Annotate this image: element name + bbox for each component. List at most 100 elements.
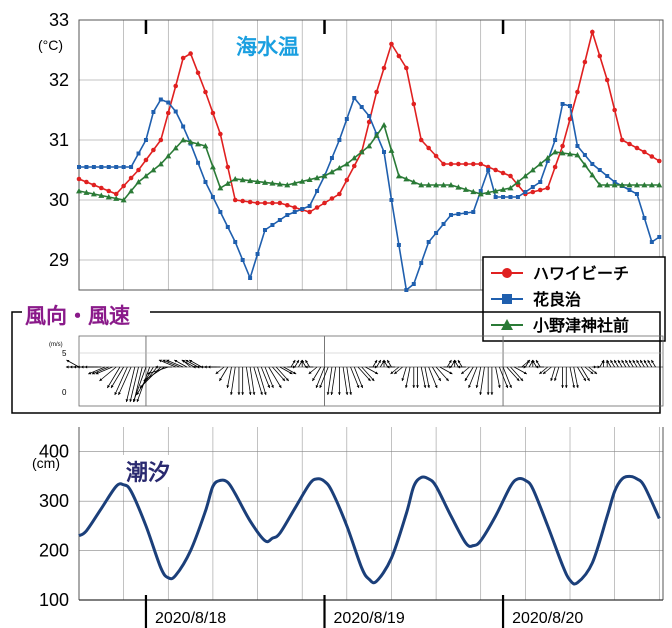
wind-arrow-head bbox=[390, 371, 394, 374]
temp-point-1 bbox=[270, 223, 275, 227]
temp-title: 海水温 bbox=[236, 35, 299, 59]
wind-arrow-head bbox=[147, 371, 151, 375]
wind-arrow-head bbox=[438, 378, 441, 381]
temp-point-1 bbox=[434, 231, 439, 235]
wind-arrow bbox=[257, 366, 267, 396]
temp-point-0 bbox=[143, 157, 149, 163]
temp-point-2 bbox=[195, 141, 202, 147]
wind-arrow bbox=[331, 366, 337, 396]
temp-point-1 bbox=[196, 160, 201, 165]
wind-arrow-head bbox=[434, 385, 438, 388]
temp-point-2 bbox=[619, 182, 626, 188]
temp-point-0 bbox=[448, 161, 454, 167]
temp-point-2 bbox=[403, 176, 410, 182]
wind-arrow-head bbox=[509, 385, 512, 388]
wind-arrow-head bbox=[516, 378, 520, 381]
wind-unit-label: (m/s) bbox=[49, 342, 63, 348]
temp-point-0 bbox=[232, 197, 238, 203]
temp-point-0 bbox=[158, 137, 164, 143]
tide-date-label: 2020/8/19 bbox=[334, 610, 405, 627]
wind-arrow bbox=[106, 366, 121, 389]
temp-point-2 bbox=[135, 179, 142, 185]
wind-arrow-head bbox=[66, 360, 70, 363]
temp-point-2 bbox=[604, 182, 611, 188]
wind-arrow bbox=[260, 366, 271, 389]
temp-point-1 bbox=[486, 168, 491, 172]
temp-point-1 bbox=[508, 195, 513, 199]
tide-ytick-label: 200 bbox=[39, 541, 69, 561]
temp-point-1 bbox=[262, 228, 267, 232]
wind-arrow bbox=[91, 366, 109, 375]
legend-box bbox=[482, 256, 666, 342]
wind-arrow-head bbox=[91, 371, 95, 375]
wind-arrow-head bbox=[129, 399, 133, 402]
wind-arrow-head bbox=[215, 371, 219, 374]
temp-point-1 bbox=[218, 210, 223, 214]
temp-point-2 bbox=[395, 173, 402, 179]
temp-point-0 bbox=[567, 116, 573, 122]
wind-arrow-head bbox=[349, 392, 353, 395]
temp-point-2 bbox=[83, 189, 90, 195]
wind-arrow bbox=[342, 366, 348, 396]
temp-point-2 bbox=[128, 188, 135, 194]
wind-arrow-head bbox=[301, 360, 305, 363]
wind-arrow-head bbox=[448, 360, 452, 363]
temp-point-2 bbox=[537, 161, 544, 167]
tide-panel: 100 200 300 400(cm) 潮汐 2020/8/18 2020/8/19 2020… bbox=[32, 427, 664, 628]
temp-point-2 bbox=[343, 161, 350, 167]
wind-arrow bbox=[110, 366, 124, 389]
temp-point-1 bbox=[315, 189, 320, 193]
wind-arrow bbox=[226, 366, 232, 389]
temp-point-0 bbox=[508, 173, 513, 179]
temp-point-2 bbox=[172, 145, 179, 151]
temp-point-0 bbox=[277, 200, 283, 206]
wind-arrow-head bbox=[292, 360, 296, 363]
temp-point-2 bbox=[656, 182, 663, 188]
temp-point-0 bbox=[76, 176, 82, 182]
temp-point-2 bbox=[291, 180, 298, 186]
wind-arrow bbox=[272, 366, 286, 382]
wind-arrow-head bbox=[319, 385, 323, 388]
temp-ytick-label: 29 bbox=[49, 250, 69, 270]
temp-point-0 bbox=[173, 83, 179, 89]
wind-arrow-head bbox=[536, 360, 539, 363]
wind-arrow-head bbox=[143, 378, 147, 381]
temp-point-2 bbox=[321, 173, 328, 179]
wind-arrow-head bbox=[457, 360, 461, 363]
wind-arrow bbox=[166, 359, 184, 368]
temp-point-0 bbox=[351, 163, 357, 169]
wind-arrow-head bbox=[158, 359, 162, 363]
wind-arrow-head bbox=[554, 378, 557, 381]
temp-point-0 bbox=[619, 137, 625, 143]
wind-arrow-head bbox=[632, 360, 636, 363]
temp-point-1 bbox=[210, 195, 215, 199]
wind-arrow bbox=[88, 366, 106, 375]
temp-point-1 bbox=[91, 165, 96, 169]
wind-arrow-head bbox=[73, 365, 76, 369]
temp-point-1 bbox=[642, 216, 647, 220]
temp-point-0 bbox=[582, 59, 588, 65]
wind-arrow-head bbox=[181, 360, 185, 363]
temp-point-1 bbox=[448, 213, 453, 217]
temp-point-2 bbox=[224, 180, 231, 186]
wind-arrow-head bbox=[387, 360, 390, 363]
temp-ytick-label: 31 bbox=[49, 130, 69, 150]
wind-arrow-head bbox=[526, 360, 530, 363]
wind-arrow-head bbox=[118, 392, 121, 395]
wind-arrow-head bbox=[643, 360, 647, 363]
temp-point-1 bbox=[456, 212, 461, 216]
temp-ytick-label: 32 bbox=[49, 70, 69, 90]
temp-point-0 bbox=[322, 200, 327, 206]
temp-point-0 bbox=[247, 199, 253, 205]
wind-arrow-head bbox=[539, 371, 543, 374]
temp-point-2 bbox=[76, 188, 82, 194]
wind-arrow bbox=[361, 366, 375, 382]
temp-point-0 bbox=[441, 161, 446, 167]
wind-arrow-head bbox=[267, 385, 271, 388]
temp-point-1 bbox=[166, 100, 171, 105]
wind-arrow bbox=[327, 366, 333, 396]
temp-point-1 bbox=[471, 210, 476, 214]
temp-point-0 bbox=[262, 200, 268, 206]
temp-point-0 bbox=[530, 189, 536, 195]
